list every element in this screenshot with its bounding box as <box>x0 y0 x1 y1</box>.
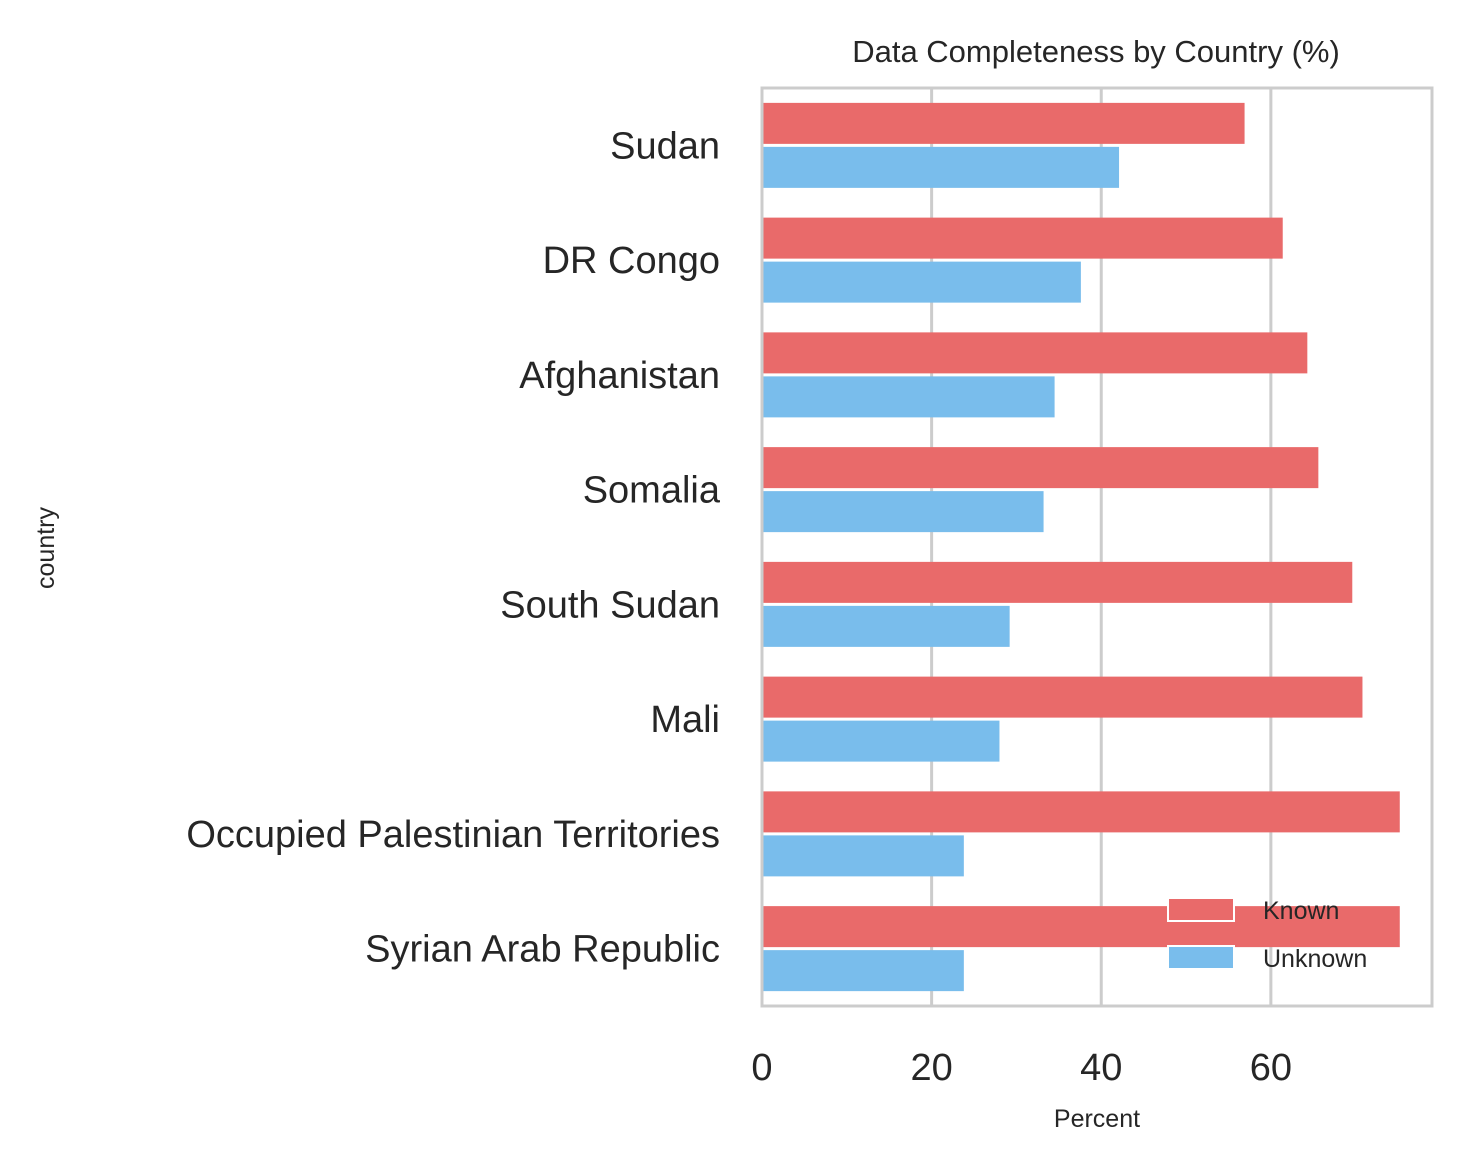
legend-swatch-unknown <box>1167 945 1235 970</box>
bar-unknown-2 <box>763 376 1055 418</box>
plot-frame <box>760 86 1434 1008</box>
x-tick-label-2: 40 <box>1080 1047 1122 1089</box>
bar-unknown-1 <box>763 261 1081 303</box>
x-tick-label-0: 0 <box>751 1047 772 1089</box>
bar-known-0 <box>763 102 1245 144</box>
bar-unknown-3 <box>763 491 1044 533</box>
y-tick-label-4: South Sudan <box>500 584 720 626</box>
legend: Known Unknown <box>1167 897 1367 973</box>
bar-unknown-0 <box>763 146 1120 188</box>
bar-unknown-7 <box>763 950 964 992</box>
legend-label-unknown: Unknown <box>1263 945 1367 973</box>
bar-known-7 <box>763 906 1400 948</box>
bar-known-3 <box>763 447 1319 489</box>
legend-swatch-known <box>1167 897 1235 922</box>
x-tick-label-1: 20 <box>910 1047 952 1089</box>
x-axis-label: Percent <box>1054 1105 1140 1133</box>
bar-unknown-6 <box>763 835 964 877</box>
y-tick-labels: Sudan DR Congo Afghanistan Somalia South Sud… <box>186 125 721 970</box>
bar-known-1 <box>763 217 1283 259</box>
y-tick-label-0: Sudan <box>610 125 720 167</box>
bar-known-4 <box>763 561 1353 603</box>
bar-unknown-4 <box>763 605 1010 647</box>
legend-label-known: Known <box>1263 897 1339 925</box>
bar-unknown-5 <box>763 720 1000 762</box>
y-tick-label-3: Somalia <box>583 470 721 512</box>
y-axis-label: country <box>32 507 60 589</box>
chart-title: Data Completeness by Country (%) <box>852 34 1340 69</box>
y-tick-label-5: Mali <box>650 699 720 741</box>
x-tick-label-3: 60 <box>1250 1047 1292 1089</box>
y-tick-label-2: Afghanistan <box>519 355 720 397</box>
y-tick-label-6: Occupied Palestinian Territories <box>186 814 720 856</box>
bar-known-6 <box>763 791 1400 833</box>
bar-known-2 <box>763 332 1308 374</box>
y-tick-label-1: DR Congo <box>543 240 720 282</box>
plot-border <box>760 86 1434 1008</box>
bars <box>763 102 1400 992</box>
bar-known-5 <box>763 676 1363 718</box>
x-tick-labels: 0 20 40 60 <box>751 1047 1292 1089</box>
y-tick-label-7: Syrian Arab Republic <box>365 929 720 971</box>
